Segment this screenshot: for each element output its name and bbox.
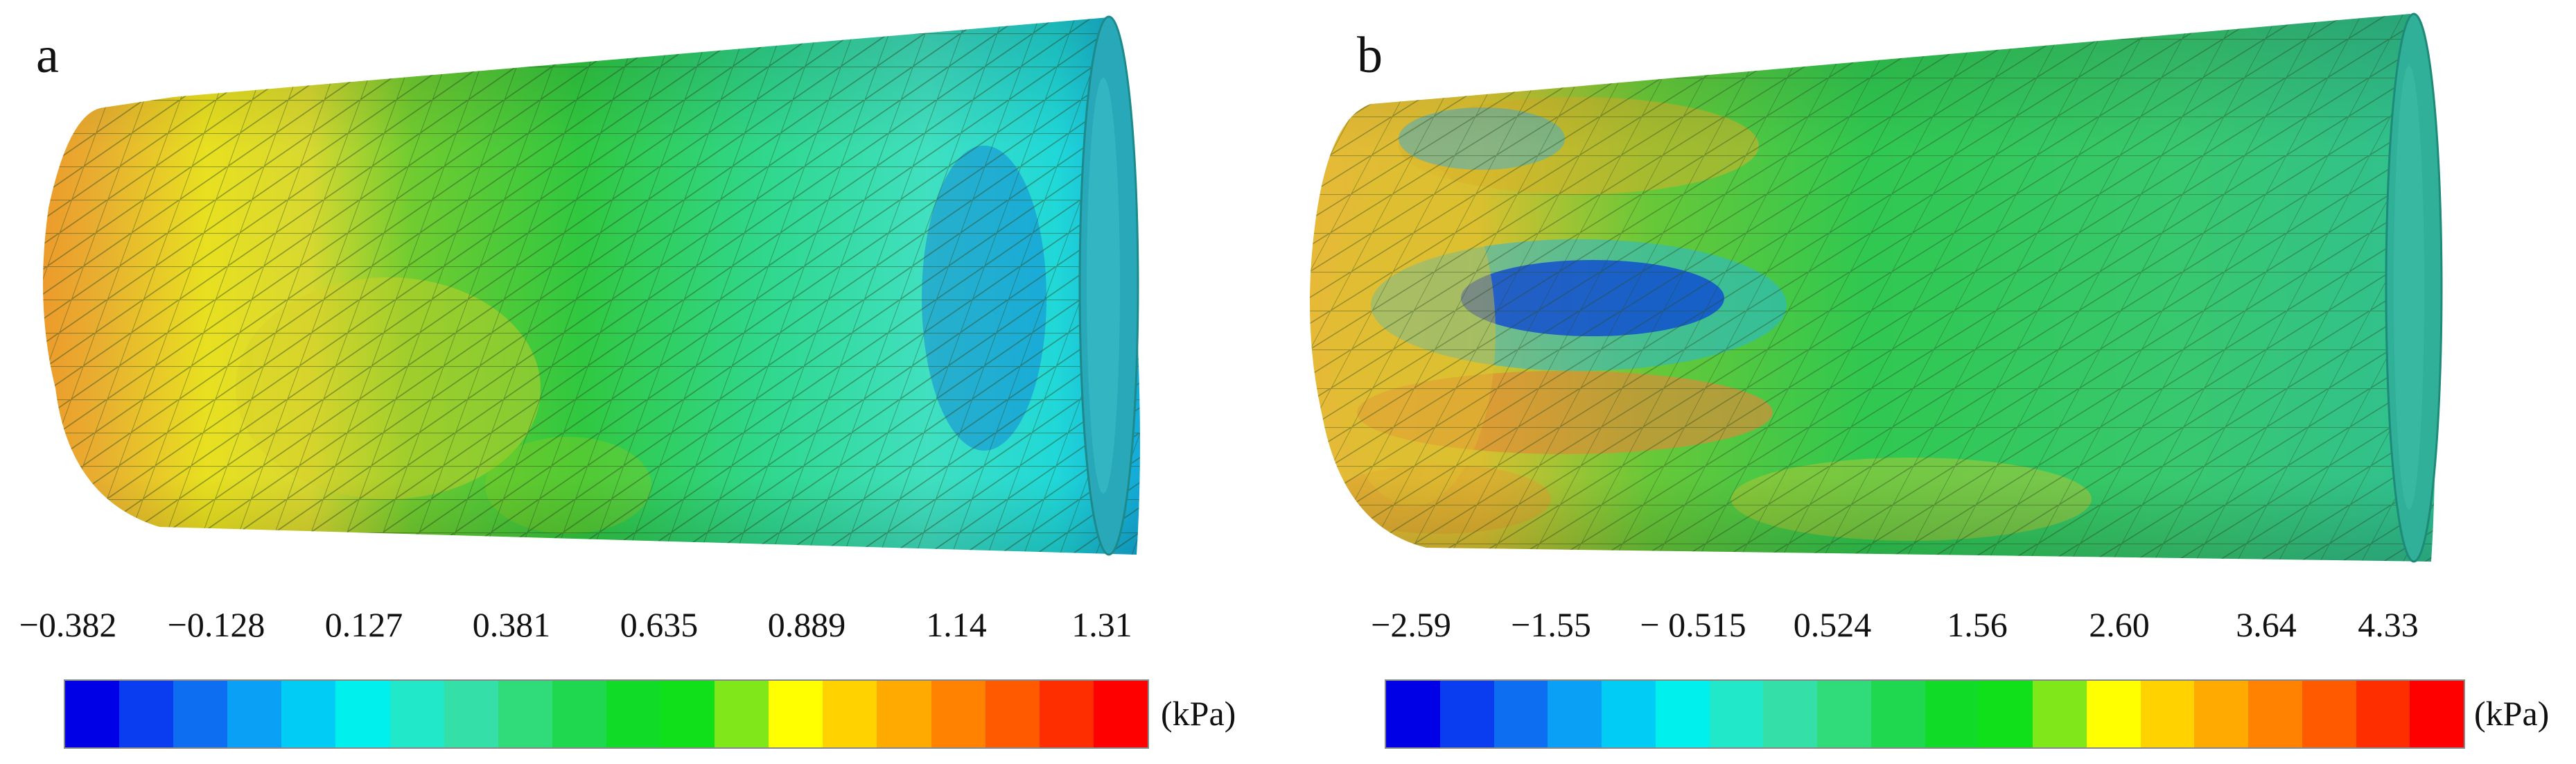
colorbar-tick: 2.60 [2089, 605, 2150, 644]
panel-label: b [1357, 27, 1383, 84]
colorbar-segment [1870, 681, 1925, 747]
colorbar-tick: −1.55 [1511, 605, 1591, 644]
colorbar-segment [2356, 681, 2410, 747]
pressure-contour-cylinder-a [43, 15, 1140, 556]
colorbar-segment [552, 681, 606, 747]
colorbar-segment [2086, 681, 2141, 747]
colorbar-segment [606, 681, 661, 747]
colorbar-segment [281, 681, 336, 747]
colorbar-tick: − 0.515 [1640, 605, 1746, 644]
colorbar-segment [335, 681, 390, 747]
pressure-contour-cylinder-b [1310, 12, 2443, 563]
colorbar-segment [1763, 681, 1817, 747]
colorbar-segment [1709, 681, 1764, 747]
colorbar-segment [769, 681, 823, 747]
colorbar-tick: 1.56 [1947, 605, 2008, 644]
colorbar-tick: 3.64 [2236, 605, 2297, 644]
colorbar-tick: 1.31 [1071, 605, 1132, 644]
colorbar-segment [498, 681, 552, 747]
colorbar-segment [985, 681, 1040, 747]
colorbar-segment [931, 681, 985, 747]
colorbar-segment [1979, 681, 2033, 747]
colorbar-segment [119, 681, 174, 747]
colorbar-segment [2248, 681, 2302, 747]
colorbar-segment [1602, 681, 1656, 747]
colorbar-unit: (kPa) [1161, 694, 1236, 733]
colorbar-segment [65, 681, 120, 747]
colorbar-tick: 0.635 [620, 605, 699, 644]
colorbar-segment [823, 681, 877, 747]
colorbar-tick: −2.59 [1371, 605, 1451, 644]
colorbar-segment [173, 681, 228, 747]
colorbar-unit: (kPa) [2474, 694, 2550, 733]
colorbar-segment [1439, 681, 1494, 747]
colorbar-segment [1093, 681, 1148, 747]
colorbar-tick: 0.889 [767, 605, 846, 644]
colorbar-segment [2194, 681, 2248, 747]
colorbar-segment [715, 681, 769, 747]
colorbar-segment [2410, 681, 2464, 747]
colorbar-tick: 0.381 [472, 605, 551, 644]
colorbar-segment [2033, 681, 2087, 747]
colorbar [64, 679, 1149, 749]
colorbar-segment [1548, 681, 1602, 747]
colorbar [1385, 679, 2465, 749]
colorbar-segment [1655, 681, 1710, 747]
colorbar-segment [389, 681, 444, 747]
panel-b: b −2.59 −1.55 − 0.515 0.524 1.56 2.60 3.… [1288, 0, 2576, 764]
colorbar-tick: 1.14 [926, 605, 987, 644]
colorbar-segment [1817, 681, 1871, 747]
colorbar-segment [1493, 681, 1548, 747]
colorbar-segment [877, 681, 931, 747]
colorbar-tick: −0.128 [167, 605, 265, 644]
colorbar-segment [444, 681, 498, 747]
colorbar-tick: 0.127 [324, 605, 403, 644]
colorbar-segment [1386, 681, 1440, 747]
panel-a: a −0.382 −0.128 0.127 0.381 0.635 0.889 … [19, 15, 1236, 749]
colorbar-tick: 4.33 [2358, 605, 2419, 644]
colorbar-tick: 0.524 [1793, 605, 1872, 644]
colorbar-segment [1039, 681, 1094, 747]
colorbar-segment [2140, 681, 2195, 747]
panel-label: a [36, 27, 59, 84]
colorbar-segment [1925, 681, 1979, 747]
colorbar-segment [2302, 681, 2356, 747]
colorbar-tick: −0.382 [19, 605, 117, 644]
colorbar-segment [227, 681, 282, 747]
colorbar-segment [660, 681, 715, 747]
